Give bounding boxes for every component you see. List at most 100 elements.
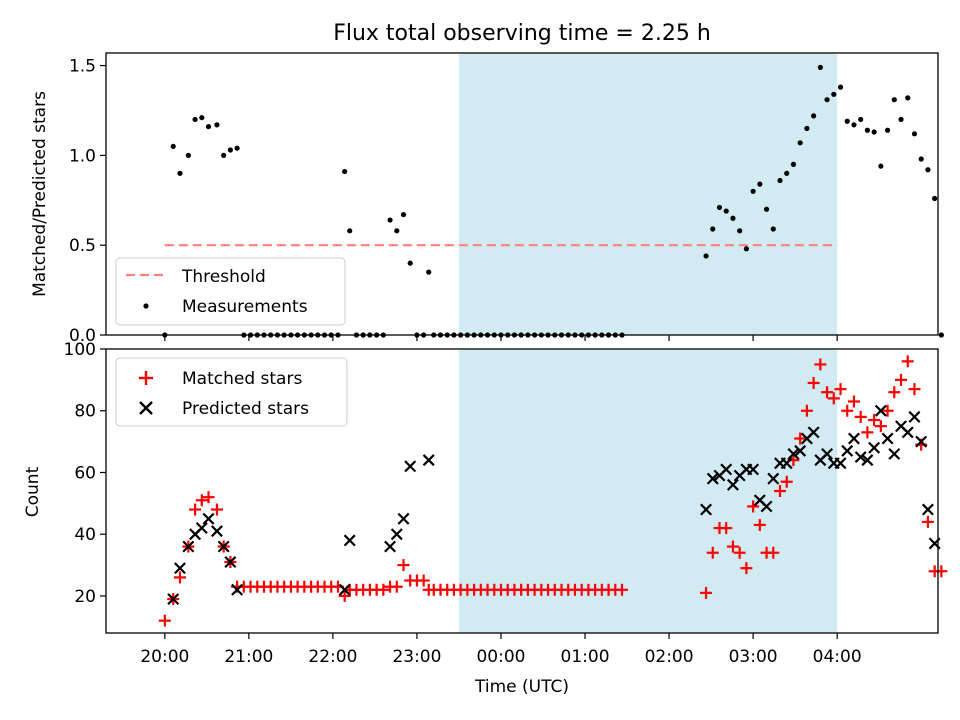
x-tick-label: 00:00 bbox=[476, 647, 525, 667]
predicted-x-b bbox=[881, 432, 894, 445]
measurement-point bbox=[918, 156, 924, 162]
bottom-y-axis-label: Count bbox=[23, 466, 43, 517]
y-tick-label: 40 bbox=[74, 525, 96, 545]
legend-predicted-swatch bbox=[139, 401, 153, 415]
measurement-point bbox=[730, 215, 736, 221]
matched-star-point bbox=[821, 386, 834, 399]
measurement-point bbox=[394, 228, 400, 234]
predicted-star-point bbox=[726, 478, 739, 491]
predicted-star-point bbox=[760, 500, 773, 513]
x-tick-label: 23:00 bbox=[392, 647, 441, 667]
measurement-point bbox=[205, 124, 212, 130]
predicted-x-b bbox=[384, 540, 397, 553]
matched-star-point bbox=[774, 485, 787, 497]
predicted-star-point bbox=[908, 410, 921, 423]
matched-star-point bbox=[720, 522, 733, 535]
predicted-star-point bbox=[847, 432, 860, 445]
predicted-x-b bbox=[841, 444, 854, 457]
measurement-point bbox=[851, 122, 857, 128]
measurement-point bbox=[342, 168, 348, 175]
predicted-star-point bbox=[921, 503, 934, 516]
measurement-point bbox=[898, 116, 904, 123]
matched-star-point bbox=[895, 373, 908, 386]
predicted-x-b bbox=[706, 472, 719, 485]
predicted-star-point bbox=[397, 512, 410, 525]
matched-star-point bbox=[706, 546, 719, 559]
y-tick-label: 0.5 bbox=[69, 236, 96, 256]
predicted-star-point bbox=[195, 522, 208, 535]
legend-matched-label: Matched stars bbox=[182, 369, 302, 389]
measurement-point bbox=[784, 170, 790, 176]
predicted-x-b bbox=[921, 503, 934, 516]
predicted-x-b bbox=[720, 463, 733, 476]
measurement-point bbox=[737, 228, 743, 234]
predicted-x-b bbox=[167, 593, 180, 606]
top-axes-frame bbox=[105, 52, 939, 336]
matched-star-point bbox=[189, 503, 202, 516]
predicted-x-b bbox=[807, 426, 820, 439]
predicted-star-point bbox=[881, 432, 894, 445]
predicted-x-b bbox=[874, 404, 887, 417]
legend-threshold-label: Threshold bbox=[181, 267, 266, 287]
matched-star-point bbox=[417, 574, 430, 587]
predicted-x-b bbox=[821, 447, 834, 460]
x-tick-label: 01:00 bbox=[561, 647, 610, 667]
matched-star-point bbox=[874, 420, 887, 433]
measurement-point bbox=[743, 246, 749, 252]
predicted-star-point bbox=[901, 426, 914, 439]
matched-star-point bbox=[861, 426, 874, 439]
bottom-legend-box bbox=[115, 357, 348, 427]
legend-matched-swatch bbox=[139, 371, 153, 385]
measurement-point bbox=[911, 131, 918, 137]
bottom-x-ticks: 20:00 21:00 22:00 23:00 00:00 01:00 02:00 03:00… bbox=[140, 633, 862, 667]
predicted-x-b bbox=[397, 512, 410, 525]
y-tick-label: 60 bbox=[74, 463, 96, 483]
measurement-point bbox=[938, 332, 944, 338]
measurement-point bbox=[878, 163, 884, 169]
matched-star-point bbox=[800, 404, 813, 417]
matched-star-point bbox=[700, 586, 713, 599]
measurement-point bbox=[817, 64, 823, 70]
y-tick-label: 80 bbox=[74, 402, 96, 422]
matched-star-point bbox=[794, 432, 807, 445]
predicted-star-point bbox=[173, 562, 186, 575]
measurement-point bbox=[199, 115, 205, 121]
y-tick-label: 0.0 bbox=[69, 326, 96, 346]
legend-measurements-swatch bbox=[143, 303, 149, 309]
measurement-point bbox=[227, 147, 233, 153]
measurement-point bbox=[777, 177, 783, 184]
predicted-x-b bbox=[787, 447, 800, 460]
y-tick-label: 1.5 bbox=[69, 57, 96, 77]
measurement-point bbox=[763, 206, 770, 212]
measurement-point bbox=[925, 167, 931, 173]
measurement-point bbox=[824, 97, 830, 103]
predicted-star-point bbox=[167, 593, 180, 606]
matched-star-point bbox=[847, 395, 860, 408]
predicted-x-b bbox=[173, 562, 186, 575]
matched-star-point bbox=[854, 410, 867, 423]
predicted-x-b bbox=[338, 583, 351, 596]
predicted-star-point bbox=[706, 472, 719, 485]
matched-star-point bbox=[210, 503, 223, 516]
measurement-point bbox=[710, 226, 716, 232]
predicted-x-b bbox=[834, 457, 847, 470]
measurement-point bbox=[703, 253, 709, 259]
top-y-axis-label: Matched/Predicted stars bbox=[30, 91, 50, 297]
matched-star-point bbox=[868, 414, 881, 426]
x-axis-label: Time (UTC) bbox=[474, 677, 569, 697]
predicted-x-b bbox=[908, 410, 921, 423]
predicted-star-point bbox=[888, 447, 901, 460]
x-tick-label: 20:00 bbox=[140, 647, 189, 667]
measurement-point bbox=[770, 226, 776, 232]
predicted-x-b bbox=[210, 525, 223, 538]
predicted-star-point bbox=[834, 457, 847, 470]
matched-star-point bbox=[195, 494, 208, 507]
matched-star-point bbox=[921, 515, 934, 528]
bottom-y-ticks: 20 40 60 80 100 bbox=[64, 340, 106, 607]
predicted-star-point bbox=[404, 460, 417, 473]
matched-star-point bbox=[397, 559, 410, 572]
matched-star-point bbox=[827, 392, 840, 405]
measurement-point bbox=[864, 127, 871, 133]
measurement-point bbox=[837, 84, 844, 90]
